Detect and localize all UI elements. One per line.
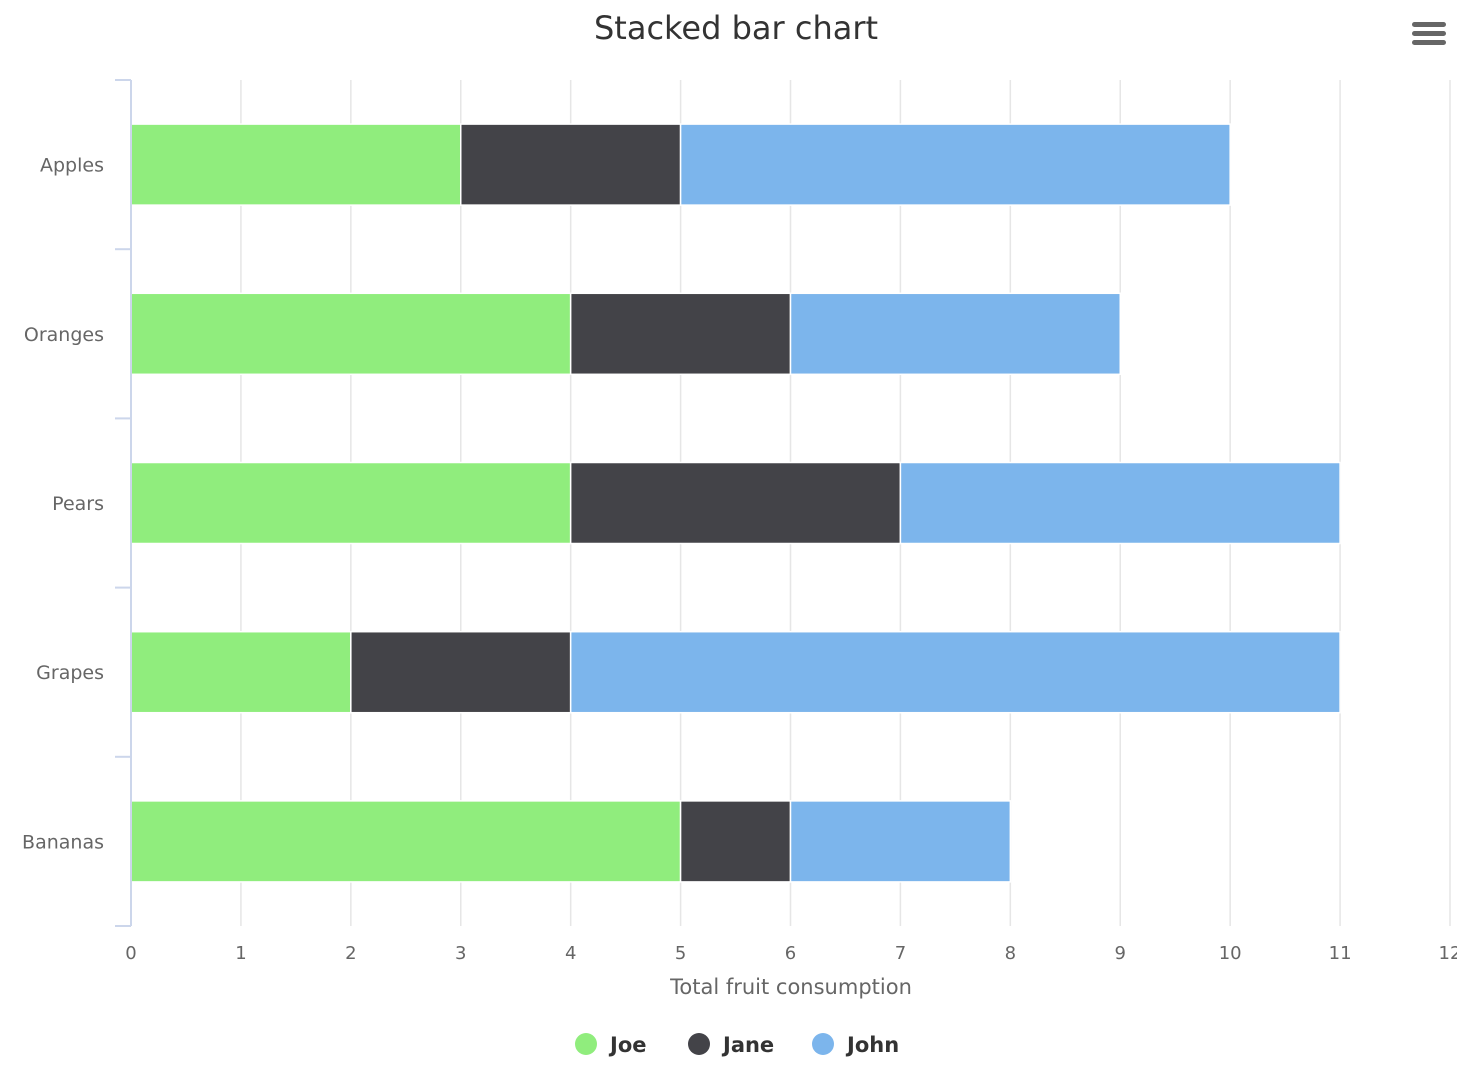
- x-tick-label: 12: [1439, 943, 1457, 964]
- legend-item-joe[interactable]: Joe: [575, 1033, 646, 1057]
- bar-john-grapes[interactable]: [569, 630, 1341, 714]
- legend-marker: [688, 1033, 710, 1055]
- chart-menu-button[interactable]: [1406, 16, 1450, 52]
- bars: [130, 123, 1341, 883]
- axes: 0 1 2 3 4 5 6 7 8 9 10 11 12ApplesOrangesPearsGrapes…: [22, 79, 1457, 964]
- bar-jane-grapes[interactable]: [350, 630, 572, 714]
- x-tick-label: 3: [455, 943, 466, 964]
- legend-label: Joe: [608, 1033, 646, 1057]
- x-tick-label: 0: [125, 943, 136, 964]
- category-label: Grapes: [36, 662, 104, 684]
- hamburger-menu-icon: [1412, 22, 1446, 45]
- bar-joe-grapes[interactable]: [130, 630, 352, 714]
- legend-marker: [812, 1033, 834, 1055]
- x-tick-label: 9: [1115, 943, 1126, 964]
- x-tick-label: 5: [675, 943, 686, 964]
- bar-joe-oranges[interactable]: [130, 292, 572, 376]
- bar-jane-apples[interactable]: [460, 123, 682, 206]
- category-label: Oranges: [24, 324, 104, 346]
- x-tick-label: 7: [895, 943, 906, 964]
- legend-item-jane[interactable]: Jane: [688, 1033, 774, 1057]
- bar-jane-pears[interactable]: [569, 461, 902, 545]
- legend-marker: [575, 1033, 597, 1055]
- x-tick-label: 11: [1329, 943, 1352, 964]
- x-tick-label: 6: [785, 943, 796, 964]
- x-tick-label: 1: [235, 943, 246, 964]
- bar-joe-bananas[interactable]: [130, 800, 682, 883]
- bar-jane-oranges[interactable]: [569, 292, 792, 376]
- legend: Joe Jane John: [575, 1033, 899, 1057]
- bar-joe-apples[interactable]: [130, 123, 462, 206]
- category-label: Apples: [40, 155, 104, 177]
- legend-item-john[interactable]: John: [812, 1033, 899, 1057]
- x-tick-label: 10: [1219, 943, 1242, 964]
- bar-joe-pears[interactable]: [130, 461, 572, 545]
- bar-jane-bananas[interactable]: [679, 800, 792, 883]
- category-label: Pears: [52, 493, 104, 515]
- x-tick-label: 2: [345, 943, 356, 964]
- bar-john-oranges[interactable]: [789, 292, 1121, 376]
- chart-title: Stacked bar chart: [594, 9, 878, 47]
- legend-label: John: [845, 1033, 899, 1057]
- x-tick-label: 8: [1005, 943, 1016, 964]
- bar-john-apples[interactable]: [679, 123, 1231, 206]
- x-tick-label: 4: [565, 943, 576, 964]
- x-axis-title: Total fruit consumption: [669, 975, 912, 999]
- category-label: Bananas: [22, 831, 104, 853]
- legend-label: Jane: [721, 1033, 774, 1057]
- bar-john-pears[interactable]: [899, 461, 1341, 545]
- bar-john-bananas[interactable]: [789, 800, 1012, 883]
